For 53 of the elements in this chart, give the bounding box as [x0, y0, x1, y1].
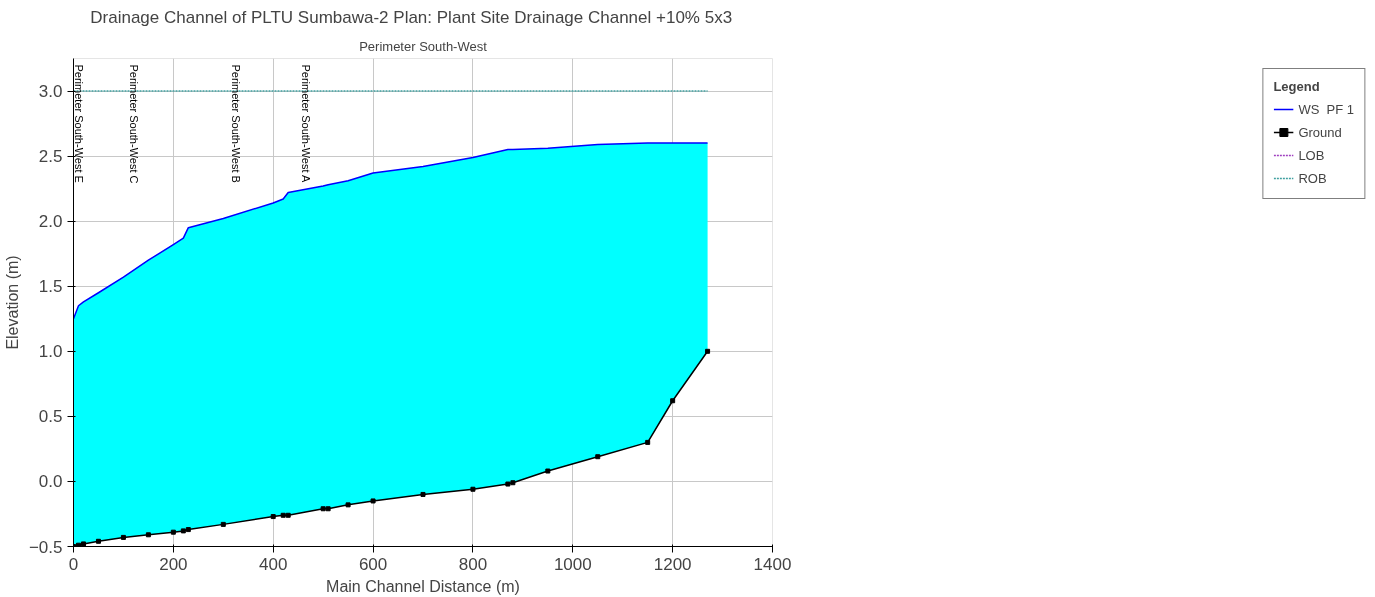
point [120, 534, 126, 540]
legend-title: Legend [1273, 79, 1321, 94]
text: Perimeter South-West [359, 38, 488, 54]
point [370, 498, 376, 504]
point [645, 439, 651, 445]
x-tick-label: 0 [68, 554, 79, 574]
point [170, 529, 176, 535]
x-tick-label: 1400 [753, 554, 792, 574]
point [325, 506, 331, 512]
point [510, 480, 516, 486]
x-tick-label: 1000 [553, 554, 592, 574]
point [670, 398, 676, 404]
x-axis-title: Main Channel Distance (m) [326, 577, 520, 595]
legend-label: ROB [1298, 170, 1327, 186]
annotation: Perimeter South-West E [73, 64, 86, 183]
point [545, 468, 551, 474]
point [270, 514, 276, 520]
legend-label: WS PF 1 [1298, 101, 1354, 117]
chart-title: Drainage Channel of PLTU Sumbawa-2 Plan: Plant Site Drainage Channel +10% 5x3 [90, 7, 733, 27]
point [185, 527, 191, 533]
annotation: Perimeter South-West A [299, 64, 312, 183]
y-tick-label: 1.5 [38, 277, 63, 297]
point [145, 532, 151, 538]
point [705, 348, 711, 354]
annotation: Perimeter South-West B [229, 64, 242, 183]
point [595, 454, 601, 460]
y-tick-label: 0.0 [38, 472, 63, 492]
point [470, 486, 476, 492]
point [220, 521, 226, 527]
legend-label: LOB [1298, 147, 1325, 163]
y-tick-label: 2.0 [38, 212, 63, 232]
y-tick-label: 0.5 [38, 407, 63, 427]
y-axis-title: Elevation (m) [3, 255, 21, 350]
x-tick-label: 1200 [653, 554, 692, 574]
y-tick-label: 3.0 [38, 82, 63, 102]
y-tick-label: 1.0 [38, 342, 63, 362]
annotation: Perimeter South-West C [127, 64, 140, 184]
point [285, 512, 291, 518]
point [505, 481, 511, 487]
point [80, 541, 86, 547]
point [320, 506, 326, 512]
point [420, 491, 426, 497]
point [280, 512, 286, 518]
y-tick-label: −0.5 [28, 537, 63, 557]
legend-label: Ground [1298, 124, 1342, 140]
x-tick-label: 600 [358, 554, 388, 574]
x-tick-label: 200 [159, 554, 188, 574]
x-tick-label: 800 [458, 554, 488, 574]
point [95, 538, 101, 544]
point [345, 502, 351, 508]
y-tick-label: 2.5 [38, 147, 63, 167]
point [180, 528, 186, 534]
x-tick-label: 400 [259, 554, 288, 574]
